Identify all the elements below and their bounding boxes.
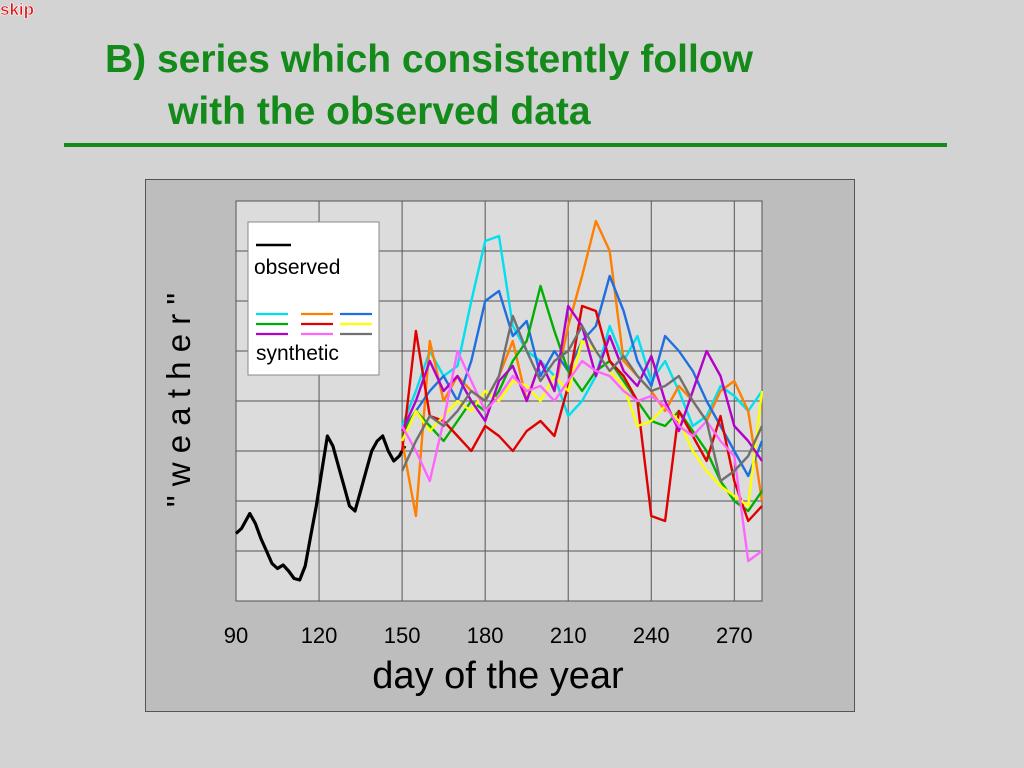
synthetic-series-line	[401, 314, 764, 483]
x-tick-labels: 90 120 150 180 210 240 270	[224, 623, 753, 648]
legend-observed-label: observed	[254, 256, 340, 279]
weather-chart: 90 120 150 180 210 240 270 day of the year " w…	[160, 200, 764, 697]
synthetic-series-line	[401, 349, 763, 563]
legend-box	[247, 221, 380, 376]
x-tick-label: 90	[224, 623, 248, 648]
legend-synthetic-swatches	[256, 312, 372, 336]
x-tick-label: 150	[384, 623, 421, 648]
x-tick-label: 120	[301, 623, 338, 648]
title-line-2: with the observed data	[168, 90, 591, 133]
x-tick-label: 180	[467, 623, 504, 648]
title-underline	[64, 143, 947, 147]
x-axis-label: day of the year	[372, 655, 624, 697]
x-tick-label: 270	[716, 623, 753, 648]
synthetic-series-line	[400, 304, 763, 523]
y-axis-label: " w e a t h e r "	[160, 293, 197, 507]
synthetic-series-line	[401, 284, 763, 513]
skip-link[interactable]: skip	[0, 0, 35, 19]
x-tick-label: 210	[550, 623, 587, 648]
synthetic-series-line	[400, 234, 763, 428]
observed-series-line	[234, 434, 407, 582]
legend-synthetic-label: synthetic	[256, 342, 339, 365]
legend: observed synthetic	[247, 221, 380, 376]
slide-title: B) series which consistently follow with…	[105, 34, 753, 138]
x-tick-label: 240	[633, 623, 670, 648]
chart-frame: 90 120 150 180 210 240 270 day of the year " w…	[145, 179, 855, 712]
title-line-1: B) series which consistently follow	[105, 38, 753, 81]
series-lines	[234, 219, 764, 582]
